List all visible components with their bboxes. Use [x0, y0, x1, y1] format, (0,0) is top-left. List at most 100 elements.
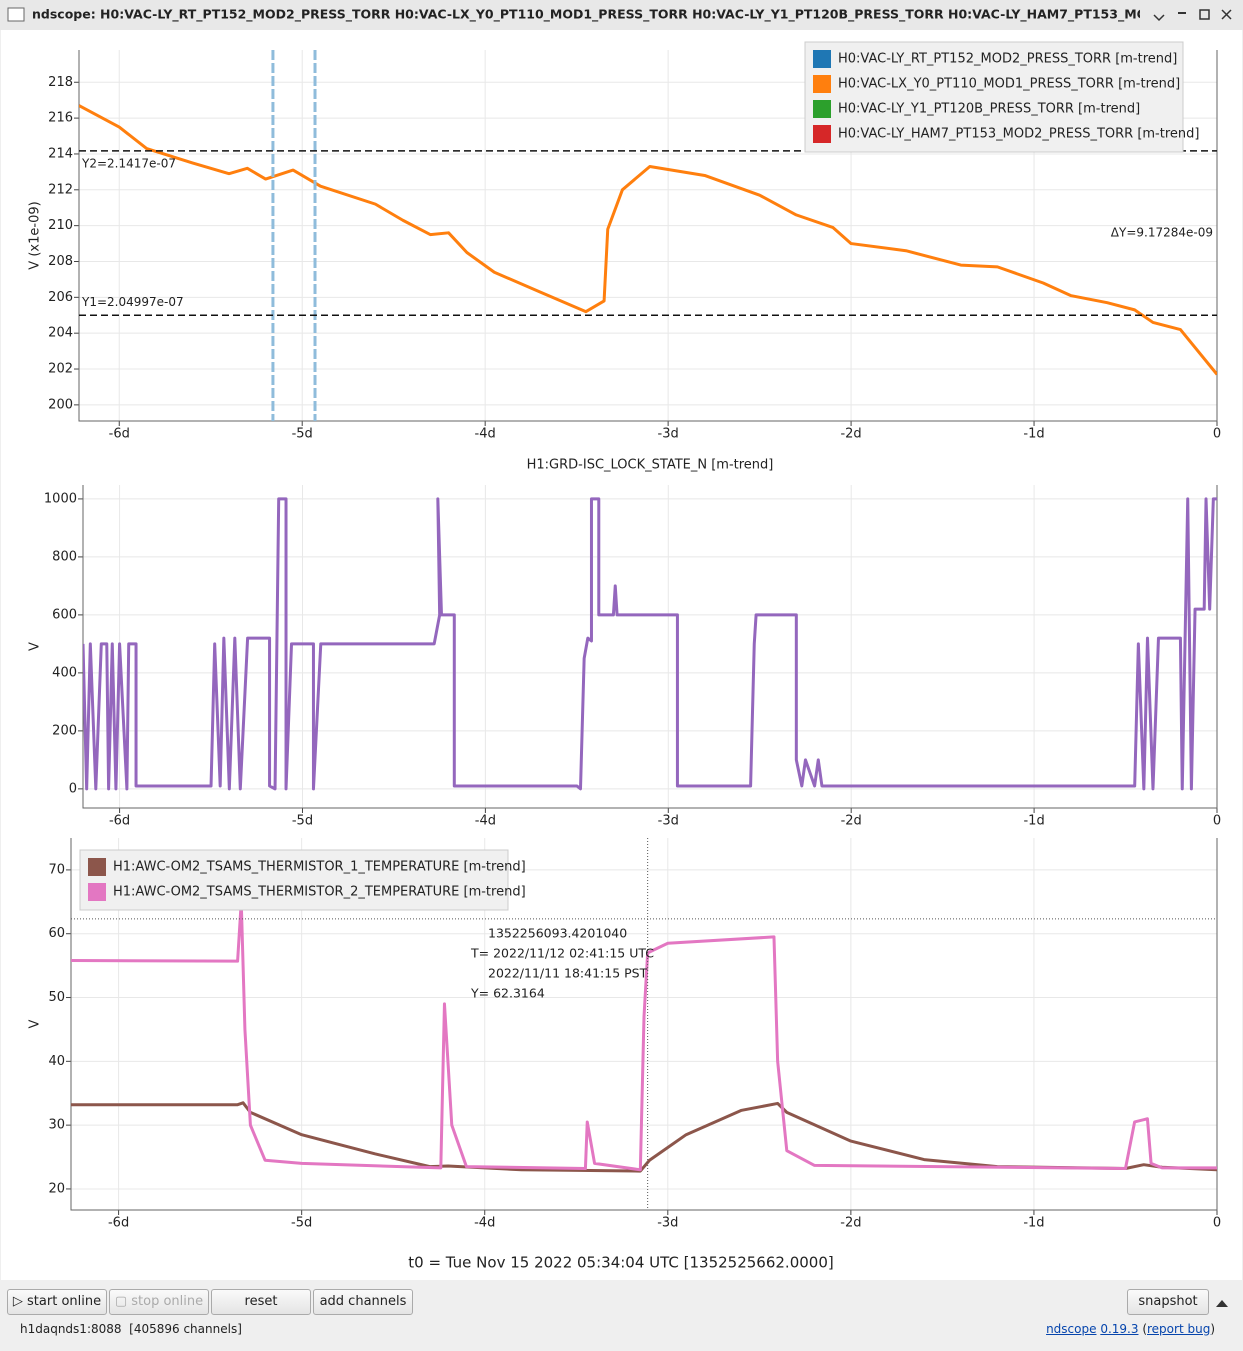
legend-label: H1:AWC-OM2_TSAMS_THERMISTOR_2_TEMPERATUR…: [113, 885, 526, 900]
legend-label: H1:AWC-OM2_TSAMS_THERMISTOR_1_TEMPERATUR…: [113, 860, 526, 875]
x-tick-label: -4d: [474, 1216, 495, 1231]
y-tick-label: 50: [48, 990, 65, 1005]
legend-label: H0:VAC-LY_Y1_PT120B_PRESS_TORR [m-trend]: [838, 102, 1140, 117]
y-tick-label: 204: [48, 326, 73, 341]
x-tick-label: -3d: [658, 814, 679, 829]
y-tick-label: 40: [48, 1054, 65, 1069]
button-label: add channels: [319, 1294, 407, 1309]
x-tick-label: -5d: [291, 1216, 312, 1231]
x-tick-label: -5d: [292, 427, 313, 442]
crosshair-label: T= 2022/11/12 02:41:15 UTC: [470, 946, 654, 961]
legend-swatch: [813, 50, 831, 68]
legend-label: H0:VAC-LY_HAM7_PT153_MOD2_PRESS_TORR [m-…: [838, 127, 1199, 142]
x-tick-label: -3d: [657, 1216, 678, 1231]
x-tick-label: -4d: [475, 814, 496, 829]
series-line: [83, 497, 1217, 791]
x-tick-label: 0: [1213, 1216, 1221, 1231]
minimize-button[interactable]: [1178, 12, 1186, 14]
x-tick-label: -1d: [1023, 1216, 1044, 1231]
axes: [78, 50, 1218, 422]
add-channels-button[interactable]: add channels: [313, 1289, 413, 1315]
close-button[interactable]: [1221, 9, 1232, 20]
y-tick-label: 202: [48, 362, 73, 377]
legend-label: H0:VAC-LX_Y0_PT110_MOD1_PRESS_TORR [m-tr…: [838, 77, 1180, 92]
delta-label: ΔY=9.17284e-09: [1111, 226, 1213, 240]
x-tick-label: 0: [1213, 427, 1221, 442]
y-axis-label: V (x1e-09): [28, 201, 43, 269]
x-tick-label: 0: [1213, 814, 1221, 829]
server-status: h1daqnds1:8088 [405896 channels]: [20, 1322, 242, 1336]
legend-swatch: [88, 858, 106, 876]
paren: (: [1142, 1322, 1147, 1336]
legend-label: H0:VAC-LY_RT_PT152_MOD2_PRESS_TORR [m-tr…: [838, 52, 1177, 67]
y-tick-label: 216: [48, 111, 73, 126]
y-tick-label: 208: [48, 254, 73, 269]
reset-button[interactable]: reset: [211, 1289, 311, 1315]
x-tick-label: -6d: [108, 1216, 129, 1231]
version-info: ndscope 0.19.3 (report bug): [1046, 1322, 1215, 1336]
chart: V -6d -5d -4d -3d -2d -1d 0 20 30 40 50 60 70 13522560…: [28, 838, 1221, 1231]
y-tick-label: 200: [48, 397, 73, 412]
y-tick-label: 0: [69, 781, 77, 796]
ndscope-link[interactable]: ndscope: [1046, 1322, 1097, 1336]
x-tick-label: -1d: [1023, 427, 1044, 442]
y-tick-label: 30: [48, 1118, 65, 1133]
y-tick-label: 212: [48, 182, 73, 197]
chart: V (x1e-09) -6d -5d -4d -3d -2d -1d 0 200 202 204 20…: [28, 41, 1221, 442]
y-tick-label: 200: [52, 723, 77, 738]
x-tick-label: -4d: [475, 427, 496, 442]
t0-label: t0 = Tue Nov 15 2022 05:34:04 UTC [13525…: [408, 1254, 833, 1272]
axes: [70, 838, 1218, 1211]
y-tick-label: 1000: [44, 491, 77, 506]
start-online-button[interactable]: ▷ start online: [7, 1289, 107, 1315]
legend-swatch: [813, 125, 831, 143]
version-link[interactable]: 0.19.3: [1100, 1322, 1139, 1336]
cursor-label: Y1=2.04997e-07: [81, 295, 184, 309]
y-tick-label: 210: [48, 218, 73, 233]
report-bug-link[interactable]: report bug: [1147, 1322, 1211, 1336]
legend-swatch: [88, 883, 106, 901]
snapshot-button[interactable]: snapshot: [1127, 1289, 1209, 1315]
y-tick-label: 70: [48, 862, 65, 877]
expand-toggle[interactable]: [1216, 1300, 1228, 1307]
maximize-button[interactable]: [1199, 9, 1210, 20]
y-tick-label: 206: [48, 290, 73, 305]
y-axis-label: V: [28, 642, 43, 651]
series-line: [79, 104, 1217, 376]
x-tick-label: -2d: [841, 814, 862, 829]
x-tick-label: -2d: [840, 427, 861, 442]
y-axis-label: V: [28, 1019, 43, 1028]
title-bar: [0, 0, 1243, 30]
legend-swatch: [813, 100, 831, 118]
x-tick-label: -6d: [109, 427, 130, 442]
shade-button[interactable]: [1153, 14, 1165, 22]
button-label: start online: [27, 1294, 102, 1309]
x-tick-label: -6d: [109, 814, 130, 829]
cursor-label: Y2=2.1417e-07: [81, 156, 176, 170]
chart: H1:GRD-ISC_LOCK_STATE_N [m-trend] V -6d -5d…: [28, 458, 1222, 829]
x-tick-label: -2d: [840, 1216, 861, 1231]
y-tick-label: 600: [52, 607, 77, 622]
y-tick-label: 800: [52, 549, 77, 564]
button-label: reset: [244, 1294, 278, 1309]
plot-area: [1, 30, 1242, 1280]
y-tick-label: 400: [52, 665, 77, 680]
paren: ): [1210, 1322, 1215, 1336]
legend: [79, 849, 509, 911]
legend-swatch: [813, 75, 831, 93]
button-label: stop online: [131, 1294, 204, 1309]
x-tick-label: -3d: [658, 427, 679, 442]
chart-title: H1:GRD-ISC_LOCK_STATE_N [m-trend]: [527, 458, 774, 473]
x-tick-label: -5d: [292, 814, 313, 829]
window-title: ndscope: H0:VAC-LY_RT_PT152_MOD2_PRESS_T…: [32, 7, 1243, 23]
crosshair-label: Y= 62.3164: [470, 986, 545, 1001]
crosshair-label: 2022/11/11 18:41:15 PST: [488, 966, 648, 981]
y-tick-label: 20: [48, 1181, 65, 1196]
y-tick-label: 60: [48, 926, 65, 941]
x-tick-label: -1d: [1023, 814, 1044, 829]
series-line: [71, 900, 1217, 1172]
stop-online-button[interactable]: ▢ stop online: [109, 1289, 209, 1315]
y-tick-label: 218: [48, 75, 73, 90]
